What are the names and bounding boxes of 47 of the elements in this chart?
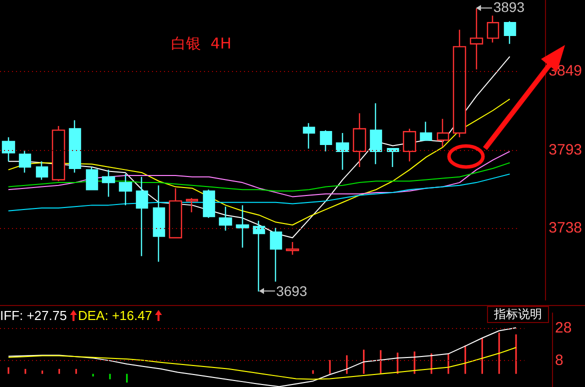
candlestick (270, 227, 282, 282)
candlestick (402, 128, 416, 162)
y-tick-label: 3793 (548, 142, 582, 158)
candlestick (452, 29, 466, 138)
candlestick (186, 198, 198, 213)
candlestick (102, 169, 116, 198)
candlestick (320, 130, 332, 152)
candlestick (286, 241, 300, 256)
candlestick (302, 122, 316, 150)
candlestick (420, 121, 432, 141)
candlestick (52, 125, 66, 182)
candlestick (252, 220, 266, 292)
candlestick (386, 148, 400, 168)
annotation: 3693 (276, 282, 308, 298)
annotation: 指标说明 (494, 307, 542, 322)
candlestick (352, 112, 366, 168)
candlestick (18, 149, 32, 174)
candlestick (86, 166, 98, 190)
candlestick (2, 136, 16, 162)
candlestick (470, 8, 484, 70)
candlestick (68, 120, 82, 174)
line-series (8, 347, 517, 380)
candlestick (218, 206, 232, 232)
candlestick (168, 188, 182, 238)
y-tick-label: 8 (555, 352, 564, 370)
candlestick (152, 184, 166, 262)
line-series (8, 150, 510, 198)
annotation: DEA: +16.47 (78, 308, 152, 323)
candlestick (236, 204, 250, 248)
line-series (8, 174, 510, 212)
line-series (8, 98, 510, 226)
line-series (8, 162, 510, 192)
y-tick-label: 28 (555, 319, 572, 336)
candlestick (336, 132, 350, 170)
text: 白银 4H (171, 34, 232, 52)
candlestick (118, 173, 132, 206)
candlestick (36, 160, 48, 180)
y-tick-label: 3738 (548, 219, 582, 236)
candlestick (504, 20, 516, 44)
candlestick (202, 189, 216, 219)
candlestick (370, 102, 382, 165)
line-series (8, 327, 517, 387)
candlestick (486, 14, 500, 44)
candlestick (436, 118, 450, 148)
annotation: IFF: +27.75 (0, 308, 67, 323)
candlestick (136, 176, 148, 257)
annotation: 3893 (493, 0, 524, 16)
